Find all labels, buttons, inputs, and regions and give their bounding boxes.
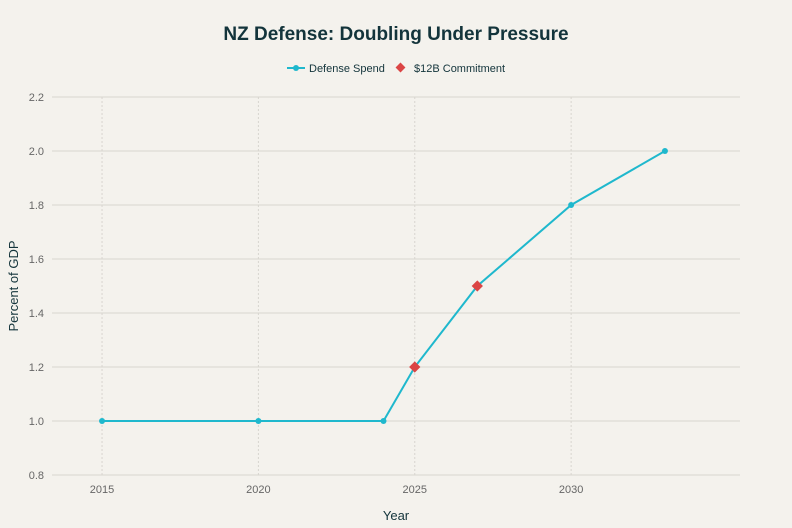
commitment-diamond-marker (471, 280, 483, 292)
defense-spend-point (380, 418, 387, 424)
legend-diamond-marker (395, 62, 406, 73)
legend-item-defense-spend[interactable]: Defense Spend (287, 63, 385, 75)
legend: Defense Spend $12B Commitment (287, 62, 506, 75)
y-tick-label: 2.2 (29, 92, 44, 104)
x-tick-label: 2025 (403, 484, 427, 496)
legend-circle-marker (293, 65, 299, 71)
legend-label: Defense Spend (309, 63, 385, 75)
x-axis-label: Year (383, 508, 410, 523)
y-tick-label: 1.8 (29, 200, 44, 212)
series (99, 148, 668, 424)
y-axis-label: Percent of GDP (6, 240, 21, 331)
grid (52, 96, 740, 476)
x-tick-label: 2020 (246, 484, 270, 496)
axis-ticks: 0.8 1.0 1.2 1.4 1.6 1.8 2.0 2.2 2015 2020 2025 2030 (29, 92, 584, 496)
chart-title: NZ Defense: Doubling Under Pressure (223, 24, 568, 45)
y-tick-label: 1.4 (29, 308, 44, 320)
y-tick-label: 0.8 (29, 470, 44, 482)
y-tick-label: 1.6 (29, 254, 44, 266)
defense-spend-point (255, 418, 262, 424)
x-tick-label: 2030 (559, 484, 583, 496)
commitment-diamond-marker (409, 361, 421, 373)
x-tick-label: 2015 (90, 484, 114, 496)
y-tick-label: 1.2 (29, 362, 44, 374)
defense-spend-point (661, 148, 668, 154)
legend-item-commitment[interactable]: $12B Commitment (395, 62, 506, 75)
y-tick-label: 2.0 (29, 146, 44, 158)
defense-spend-point (568, 202, 575, 208)
legend-label: $12B Commitment (414, 63, 505, 75)
defense-spend-line (102, 150, 666, 422)
y-tick-label: 1.0 (29, 416, 44, 428)
defense-spend-point (99, 418, 106, 424)
